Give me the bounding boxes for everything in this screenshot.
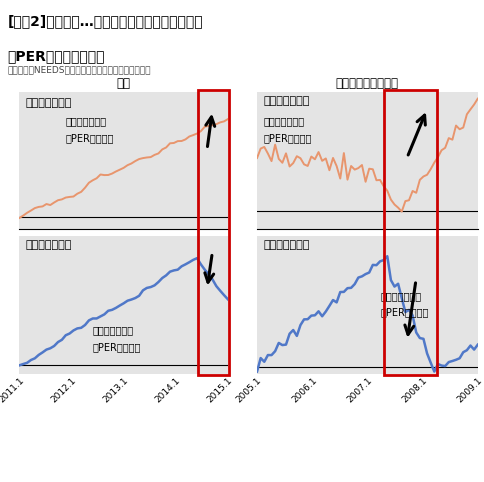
Text: 2007.1: 2007.1 [345,376,373,404]
Text: [図表2]共通点１…最も売られたのは株価収益率: [図表2]共通点１…最も売られたのは株価収益率 [7,14,202,28]
Text: 低PER（割安）: 低PER（割安） [380,308,428,318]
Text: 2013.1: 2013.1 [101,376,130,404]
Text: 売られた銘柄は: 売られた銘柄は [380,291,421,301]
Text: 2008.1: 2008.1 [399,376,428,404]
Text: 2006.1: 2006.1 [289,376,318,404]
Text: 売られた銘柄は: 売られた銘柄は [92,325,133,335]
Text: 2011.1: 2011.1 [0,376,26,404]
Text: 2005.1: 2005.1 [234,376,263,404]
Text: 低PER（割安）: 低PER（割安） [92,342,140,352]
Text: リーマンショック時: リーマンショック時 [335,77,398,90]
Text: 低リターン銘柄: 低リターン銘柄 [263,241,309,250]
Text: 直近: 直近 [117,77,130,90]
Text: 買われた銘柄は: 買われた銘柄は [65,116,106,126]
Text: （PER）が割安な銘柄: （PER）が割安な銘柄 [7,49,105,63]
Text: 低リターン銘柄: 低リターン銘柄 [26,241,72,250]
Text: 2012.1: 2012.1 [49,376,78,404]
Text: 高リターン銘柄: 高リターン銘柄 [263,96,309,106]
Text: 高リターン銘柄: 高リターン銘柄 [26,98,72,108]
Text: 買われた銘柄は: 買われた銘柄は [263,116,304,126]
Text: 高PER（割高）: 高PER（割高） [263,133,311,143]
Text: 2014.1: 2014.1 [153,376,182,404]
Text: 2009.1: 2009.1 [454,376,483,404]
Text: 2015.1: 2015.1 [205,376,234,404]
Text: 高PER（割高）: 高PER（割高） [65,133,113,143]
Text: 資料：日経NEEDSより筆者作成（図表３・４も同じ）: 資料：日経NEEDSより筆者作成（図表３・４も同じ） [7,65,151,74]
